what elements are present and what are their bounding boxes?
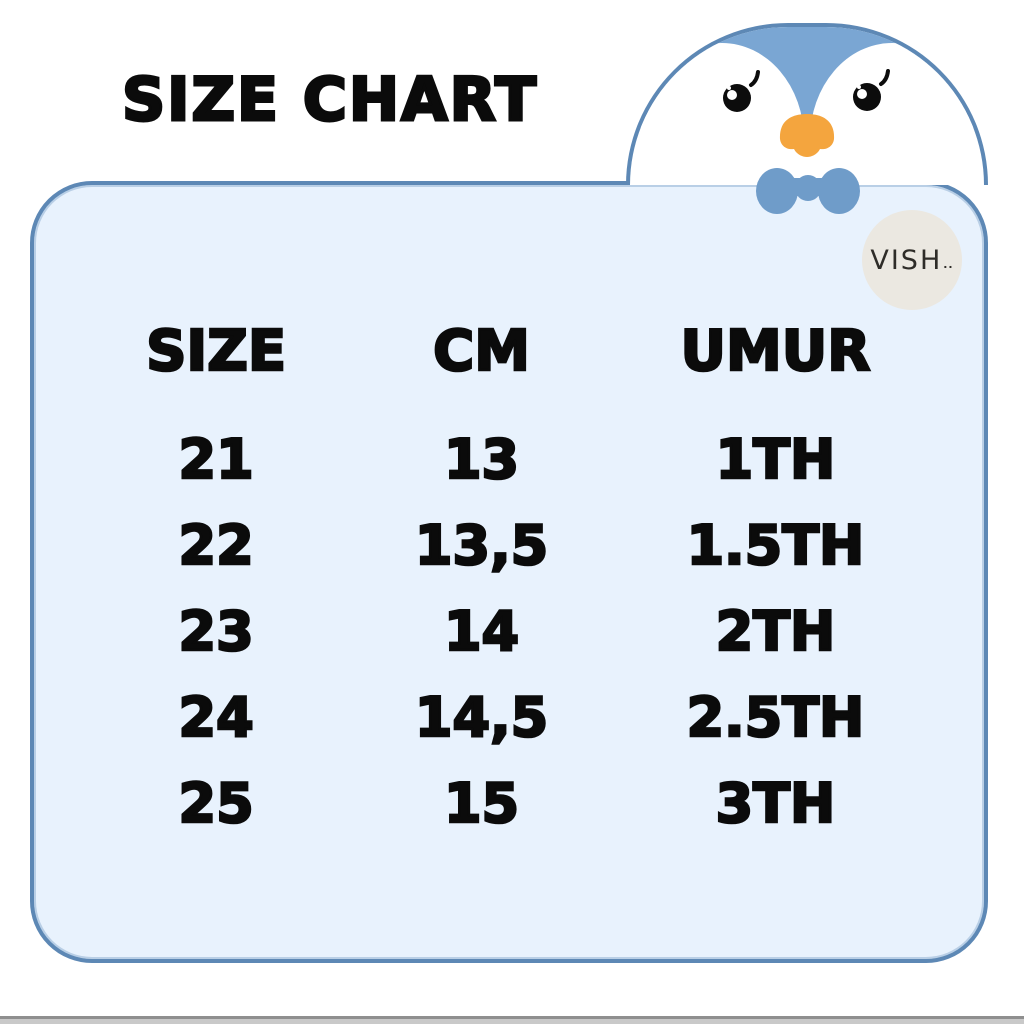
- page-title: SIZE CHART: [120, 65, 539, 135]
- cell-size: 24: [177, 686, 255, 749]
- size-table: SIZE CM UMUR 21 13 1TH 22 13,5 1.5TH 23 …: [36, 317, 984, 847]
- cell-cm: 13,5: [414, 514, 550, 577]
- brand-logo-text: VISH: [870, 244, 943, 276]
- bowtie-band: [786, 178, 830, 196]
- table-row: 25 15 3TH: [36, 761, 984, 847]
- cell-cm: 14: [443, 600, 521, 663]
- left-eye-highlight: [727, 90, 737, 100]
- left-eyelash-icon: [749, 70, 760, 87]
- cell-umur: 1TH: [714, 428, 836, 491]
- penguin-bowtie-icon: [756, 166, 860, 216]
- cell-umur: 3TH: [714, 772, 836, 835]
- cell-umur: 2TH: [714, 600, 836, 663]
- right-eye-small-highlight: [857, 85, 861, 89]
- right-eyelash-icon: [879, 69, 890, 86]
- penguin-beak-icon: [779, 114, 835, 157]
- table-row: 24 14,5 2.5TH: [36, 675, 984, 761]
- brand-logo-dots: ..: [943, 257, 954, 271]
- penguin-head-illustration: [640, 27, 974, 185]
- cell-cm: 15: [443, 772, 521, 835]
- table-header-row: SIZE CM UMUR: [36, 317, 984, 387]
- table-row: 22 13,5 1.5TH: [36, 503, 984, 589]
- header-size: SIZE: [145, 318, 288, 386]
- cell-size: 21: [177, 428, 255, 491]
- cell-size: 22: [177, 514, 255, 577]
- table-row: 23 14 2TH: [36, 589, 984, 675]
- penguin-right-face-patch: [810, 43, 974, 185]
- bottom-edge-shadow: [0, 1019, 1024, 1024]
- chart-card: [30, 181, 988, 963]
- penguin-left-face-patch: [640, 43, 804, 185]
- right-eye-highlight: [857, 89, 867, 99]
- cell-umur: 1.5TH: [685, 514, 865, 577]
- table-body: 21 13 1TH 22 13,5 1.5TH 23 14 2TH 24 14,…: [36, 417, 984, 847]
- penguin-mascot: [626, 23, 988, 185]
- header-cm: CM: [432, 318, 531, 386]
- cell-cm: 14,5: [414, 686, 550, 749]
- left-eye-small-highlight: [727, 86, 731, 90]
- cell-size: 23: [177, 600, 255, 663]
- bottom-edge-line: [0, 1016, 1024, 1019]
- header-umur: UMUR: [679, 318, 871, 386]
- cell-umur: 2.5TH: [685, 686, 865, 749]
- brand-logo-badge: VISH..: [862, 210, 962, 310]
- cell-cm: 13: [443, 428, 521, 491]
- cell-size: 25: [177, 772, 255, 835]
- table-row: 21 13 1TH: [36, 417, 984, 503]
- bowtie-graphic: [756, 168, 860, 214]
